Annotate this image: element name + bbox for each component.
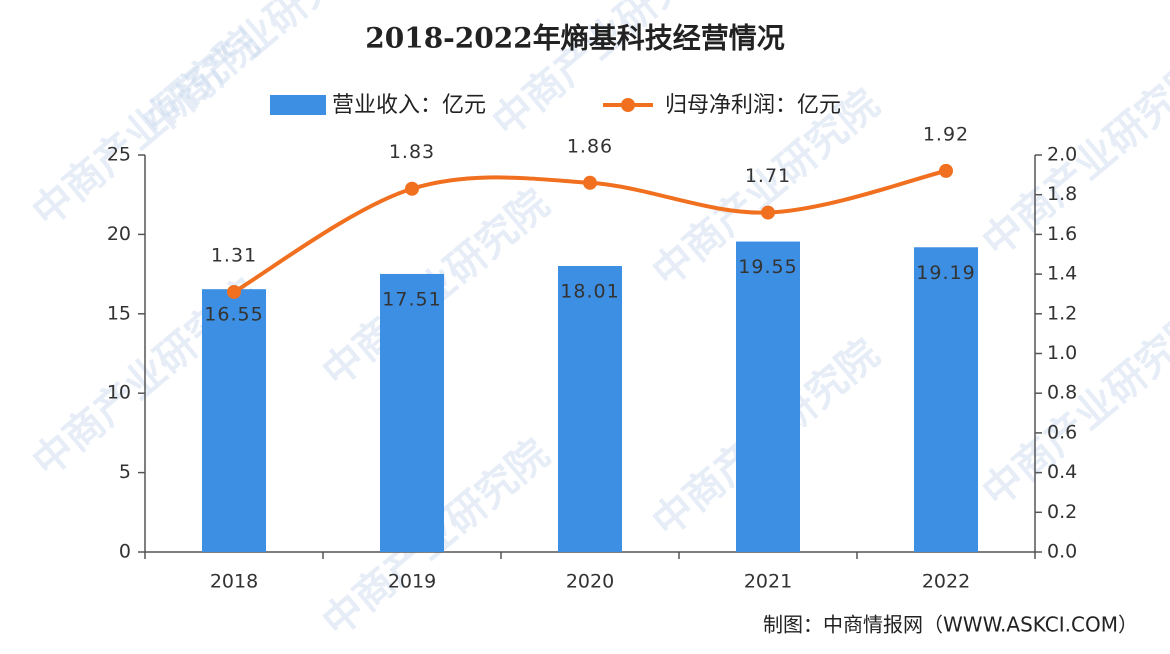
bar-value-label: 18.01 — [560, 281, 619, 303]
y2-tick-label: 1.6 — [1047, 223, 1077, 245]
legend-swatch — [621, 98, 635, 112]
y-tick-label: 25 — [107, 144, 131, 166]
y2-tick-label: 0.4 — [1047, 461, 1077, 483]
y-tick-label: 10 — [107, 382, 131, 404]
line-point — [227, 284, 241, 299]
legend-label: 归母净利润：亿元 — [665, 93, 841, 118]
y-tick-label: 5 — [119, 461, 131, 483]
legend-swatch — [270, 95, 326, 115]
line-value-label: 1.92 — [923, 123, 969, 145]
y2-tick-label: 0.0 — [1047, 541, 1077, 563]
x-tick-label: 2022 — [922, 571, 970, 593]
line-point — [405, 181, 419, 196]
x-tick-label: 2021 — [744, 571, 792, 593]
y2-tick-label: 1.4 — [1047, 263, 1077, 285]
y-tick-label: 15 — [107, 302, 131, 324]
x-tick-label: 2020 — [566, 571, 614, 593]
source-note: 制图：中商情报网（WWW.ASKCI.COM） — [763, 613, 1138, 637]
bar-value-label: 16.55 — [204, 304, 263, 326]
bar — [380, 273, 444, 552]
y2-tick-label: 1.0 — [1047, 342, 1077, 364]
bar — [202, 289, 266, 552]
line-value-label: 1.31 — [211, 244, 257, 266]
y-tick-label: 20 — [107, 223, 131, 245]
watermark: 中商产业研究院 — [974, 301, 1170, 516]
chart-title: 2018-2022年熵基科技经营情况 — [365, 22, 784, 55]
line-point — [939, 163, 953, 178]
bar — [914, 247, 978, 552]
line-value-label: 1.86 — [567, 135, 613, 157]
line-value-label: 1.71 — [745, 165, 791, 187]
x-tick-label: 2019 — [388, 571, 436, 593]
bar-value-label: 19.55 — [738, 256, 797, 278]
line-point — [761, 205, 775, 220]
bar — [736, 241, 800, 552]
y2-tick-label: 0.2 — [1047, 501, 1077, 523]
line-value-label: 1.83 — [389, 141, 435, 163]
legend-label: 营业收入：亿元 — [332, 93, 486, 118]
y2-tick-label: 0.8 — [1047, 382, 1077, 404]
x-tick-label: 2018 — [210, 571, 258, 593]
y2-tick-label: 1.2 — [1047, 302, 1077, 324]
bar — [558, 266, 622, 552]
y2-tick-label: 1.8 — [1047, 183, 1077, 205]
line-point — [583, 175, 597, 190]
y2-tick-label: 2.0 — [1047, 144, 1077, 166]
y2-tick-label: 0.6 — [1047, 421, 1077, 443]
watermark: 中商产业研究院 — [134, 0, 378, 146]
bar-value-label: 17.51 — [382, 288, 441, 310]
bar-value-label: 19.19 — [916, 262, 975, 284]
y-tick-label: 0 — [119, 541, 131, 563]
